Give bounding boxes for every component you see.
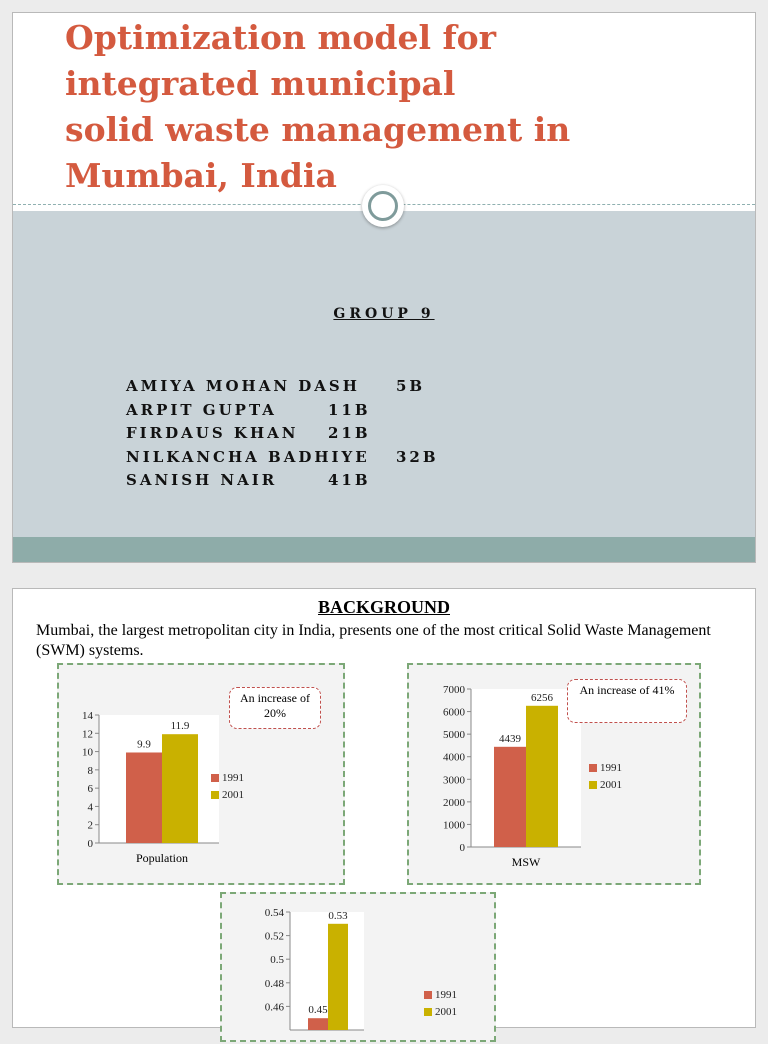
category-label: MSW [512,855,541,869]
y-tick-label: 0.48 [265,978,285,990]
title-line: solid waste management in [65,110,571,149]
y-tick-label: 10 [82,747,94,759]
title-line: Optimization model for [65,18,497,57]
background-slide: BACKGROUND Mumbai, the largest metropoli… [12,588,756,1042]
msw-legend: 1991 2001 [589,759,622,793]
category-label: Population [136,851,188,865]
y-tick-label: 0.5 [270,954,284,966]
legend-item: 1991 [424,986,457,1003]
member-name: NILKANCHA BADHIYE [126,447,370,466]
legend-label: 2001 [600,778,622,791]
y-tick-label: 6000 [443,707,466,719]
bar-1991 [126,752,162,843]
data-label: 0.45 [308,1004,328,1016]
bar-2001 [162,734,198,843]
population-chart: 0 2 4 6 8 10 12 14 9.9 11.9 Population An increase… [57,663,345,885]
y-tick-label: 8 [88,765,94,777]
legend-item: 2001 [211,786,244,803]
data-label: 0.53 [328,910,348,922]
msw-chart: 0 1000 2000 3000 4000 5000 6000 7000 4439 6256 MSW… [407,663,701,885]
y-tick-label: 0.52 [265,931,284,943]
population-legend: 1991 2001 [211,769,244,803]
per-capita-chart-svg: 0.46 0.48 0.5 0.52 0.54 0.45 0.53 [265,907,364,1031]
legend-item: 1991 [589,759,622,776]
title-slide: Optimization model for integrated munici… [12,12,756,563]
title-line: Mumbai, India [65,156,337,195]
y-tick-label: 6 [88,783,94,795]
slide-title: Optimization model for integrated munici… [65,15,725,199]
data-label: 6256 [531,692,554,704]
y-tick-label: 12 [82,728,93,740]
member-name: SANISH NAIR [126,471,278,489]
member-roll: 11B [328,400,371,419]
member-name: ARPIT GUPTA [126,400,277,419]
y-tick-label: 0.54 [265,907,285,919]
legend-swatch [424,1007,432,1016]
legend-label: 2001 [222,788,244,801]
msw-annotation: An increase of 41% [567,679,687,723]
per-capita-chart: 0.46 0.48 0.5 0.52 0.54 0.45 0.53 1991 2001 [220,892,496,1042]
legend-label: 2001 [435,1005,457,1018]
y-tick-label: 5000 [443,729,466,741]
y-tick-label: 0 [88,838,94,850]
legend-item: 1991 [211,769,244,786]
legend-item: 2001 [424,1003,457,1020]
y-tick-label: 2 [88,820,94,832]
member-name: FIRDAUS KHAN [126,424,299,442]
bar-2001 [328,923,348,1030]
y-tick-label: 4 [88,801,94,813]
title-line: integrated municipal [65,64,456,103]
y-tick-label: 4000 [443,752,466,764]
subtitle-band [13,211,755,537]
y-tick-label: 0 [460,842,466,854]
group-title: GROUP 9 [333,306,435,322]
member-roll: 41B [328,471,371,489]
member-roll: 5B [396,377,426,395]
bar-1991 [494,746,526,847]
section-heading: BACKGROUND [317,597,450,617]
per-capita-legend: 1991 2001 [424,986,457,1020]
y-tick-label: 14 [82,710,94,722]
population-chart-svg: 0 2 4 6 8 10 12 14 9.9 11.9 Population [82,710,219,865]
y-tick-label: 3000 [443,774,466,786]
population-annotation: An increase of 20% [229,687,321,729]
y-tick-label: 2000 [443,797,466,809]
data-label: 11.9 [171,720,190,732]
circle-ornament-icon [362,185,404,227]
plot-area [290,912,364,1030]
legend-label: 1991 [222,771,244,784]
legend-swatch [589,763,597,772]
bar-2001 [526,705,558,847]
y-tick-label: 1000 [443,819,466,831]
data-label: 9.9 [137,738,151,750]
msw-chart-svg: 0 1000 2000 3000 4000 5000 6000 7000 4439 6256 MSW [443,684,581,869]
y-tick-label: 0.46 [265,1001,285,1013]
member-roll: 21B [328,424,371,442]
bar-1991 [308,1018,328,1030]
member-roll: 32B [396,447,439,466]
y-tick-label: 7000 [443,684,466,696]
legend-swatch [424,990,432,999]
legend-swatch [589,780,597,789]
data-label: 4439 [499,733,522,745]
bottom-band [13,537,755,562]
legend-swatch [211,790,219,799]
legend-label: 1991 [600,761,622,774]
legend-item: 2001 [589,776,622,793]
intro-paragraph: Mumbai, the largest metropolitan city in… [36,622,711,659]
legend-swatch [211,773,219,782]
title-area: Optimization model for integrated munici… [13,13,755,213]
member-name: AMIYA MOHAN DASH [126,377,360,395]
legend-label: 1991 [435,988,457,1001]
